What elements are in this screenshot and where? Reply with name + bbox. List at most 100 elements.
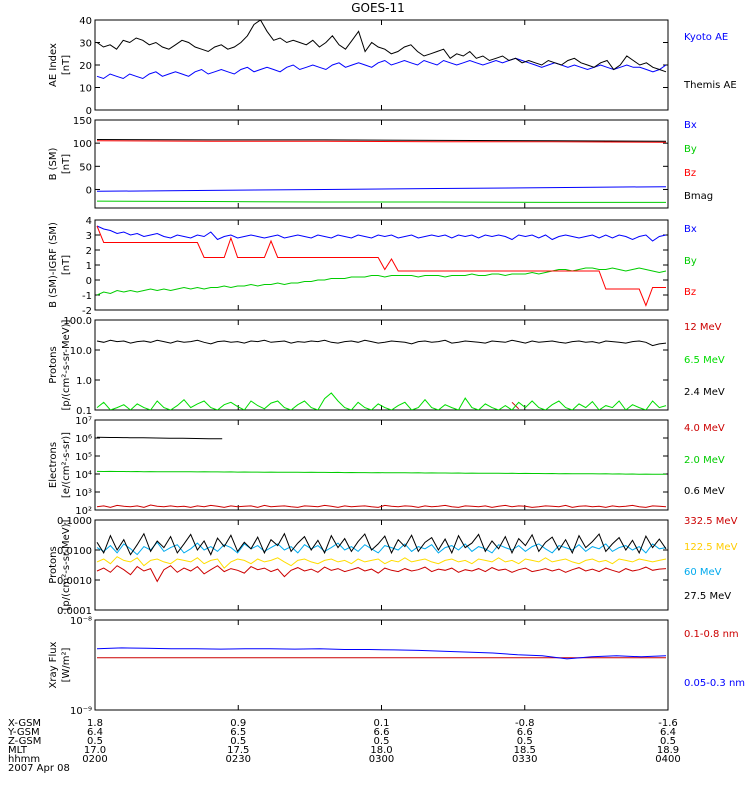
legend-entry: 122.5 MeV [684, 542, 738, 553]
y-tick-label: 150 [73, 116, 92, 127]
legend-entry: By [684, 144, 697, 155]
y-tick-label: 10³ [75, 488, 92, 499]
legend-entry: 0.1-0.8 nm [684, 629, 739, 640]
footer-value: 0200 [82, 754, 107, 765]
y-tick-label: 10⁻⁹ [70, 706, 92, 717]
y-tick-label: 0.1000 [57, 516, 92, 527]
legend-entry: Themis AE [683, 80, 737, 91]
panel-ae: 0 10 20 30 40 AE Index [nT] Kyoto AE Themis AE [48, 16, 737, 117]
panel-protons1: 0.1 1.0 10.0 100.0 Protons [p/(cm²-s-sr-MeV)]… [48, 316, 725, 417]
footer-value: 0300 [369, 754, 394, 765]
series-line-4-0-mev [96, 504, 667, 508]
y-tick-label: -2 [82, 306, 92, 317]
y-tick-label: 10⁵ [75, 452, 92, 463]
legend-entry: 4.0 MeV [684, 423, 725, 434]
legend-entry: Bz [684, 287, 696, 298]
legend-entry: Bz [684, 168, 696, 179]
series-line-0-05-0-3-nm [96, 647, 667, 660]
footer-value: 6.4 [660, 727, 676, 738]
y-tick-label: 0 [86, 185, 92, 196]
footer-row-label: MLT [8, 745, 28, 756]
footer-value: 18.9 [657, 745, 679, 756]
legend-entry: Bx [684, 224, 697, 235]
footer-value: 0400 [655, 754, 680, 765]
y-tick-label: 3 [86, 231, 92, 242]
y-axis-label: [nT] [61, 55, 72, 75]
footer-value: 18.5 [514, 745, 536, 756]
y-tick-label: 10² [75, 506, 92, 517]
footer-value: -0.8 [515, 718, 535, 729]
footer-value: 0.5 [230, 736, 246, 747]
panel-frame [94, 319, 669, 411]
y-tick-label: 30 [79, 39, 92, 50]
y-tick-label: 0 [86, 106, 92, 117]
y-tick-label: 10.0 [70, 346, 92, 357]
series-line-122-5-mev [96, 556, 667, 569]
series-line-27-5-mev [96, 532, 667, 556]
series-line-bz [96, 140, 667, 143]
legend-entry: 60 MeV [684, 567, 722, 578]
panel-electrons: 10² 10³ 10⁴ 10⁵ 10⁶ 10⁷ Electrons [e/(cm²-s-sr)… [48, 416, 725, 517]
series-line-2-0-mev [96, 470, 667, 475]
legend-entry: Bmag [684, 191, 713, 202]
y-tick-label: 0.0010 [57, 576, 92, 587]
footer-value: 18.0 [370, 745, 392, 756]
legend-entry: 12 MeV [684, 322, 722, 333]
series-line-bx [96, 186, 667, 192]
y-axis-label: Xray Flux [48, 641, 59, 688]
y-tick-label: 1.0 [76, 376, 92, 387]
footer-row-label: Z-GSM [8, 736, 41, 747]
footer-row-label: hhmm [8, 754, 40, 765]
legend-entry: Kyoto AE [684, 32, 728, 43]
y-axis-label: B (SM)-IGRF (SM) [48, 222, 59, 308]
panel-protons2: 0.0001 0.0010 0.0100 0.1000 Protons [p/(cm²-s… [48, 516, 738, 617]
y-axis-label: [p/(cm²-s-sr-MeV)] [61, 319, 72, 410]
panel-xray: 10⁻⁹ 10⁻⁸ Xray Flux [W/m²] 0.1-0.8 nm 0.05-0.… [48, 616, 745, 717]
legend-entry: Bx [684, 120, 697, 131]
footer-value: 1.8 [87, 718, 103, 729]
y-tick-label: 1 [86, 261, 92, 272]
y-axis-label: AE Index [48, 43, 59, 87]
y-tick-label: 100 [73, 139, 92, 150]
series-line-bz [96, 225, 666, 307]
panel-frame [94, 19, 669, 111]
panel-frame [94, 419, 669, 511]
footer-value: 6.6 [374, 727, 390, 738]
footer-value: 0330 [512, 754, 537, 765]
footer-value: -1.6 [658, 718, 678, 729]
series-line-6-5-mev [96, 392, 667, 410]
footer-value: 6.5 [230, 727, 246, 738]
footer-value: 0.9 [230, 718, 246, 729]
panel-frame [94, 519, 669, 611]
panel-frame [94, 219, 669, 311]
footer-value: 0.5 [87, 736, 103, 747]
y-axis-label: Electrons [48, 442, 59, 488]
y-tick-label: 50 [79, 162, 92, 173]
footer-value: 6.6 [517, 727, 533, 738]
y-axis-label: Protons [48, 346, 59, 383]
y-tick-label: 10 [79, 84, 92, 95]
y-tick-label: 0 [86, 276, 92, 287]
footer-value: 6.4 [87, 727, 103, 738]
y-tick-label: 10⁻⁸ [70, 616, 92, 627]
y-axis-label: [W/m²] [61, 647, 72, 682]
y-tick-label: 0.0001 [57, 606, 92, 617]
series-line-2-4-mev [96, 339, 667, 347]
y-tick-label: 100.0 [63, 316, 92, 327]
y-tick-label: 0.0100 [57, 546, 92, 557]
y-axis-label: [e/(cm²-s-sr)] [61, 432, 72, 498]
y-tick-label: 10⁶ [75, 434, 92, 445]
y-tick-label: 40 [79, 16, 92, 27]
legend-entry: 332.5 MeV [684, 516, 738, 527]
footer-value: 0.5 [374, 736, 390, 747]
y-tick-label: 4 [86, 216, 92, 227]
panel-frame [94, 619, 669, 711]
y-tick-label: -1 [82, 291, 92, 302]
series-line-332-5-mev [96, 565, 667, 583]
footer-value: 17.0 [84, 745, 106, 756]
y-axis-label: [nT] [61, 154, 72, 174]
legend-entry: 6.5 MeV [684, 355, 725, 366]
series-line-bmag [96, 139, 667, 142]
y-axis-label: [p/(cm²-s-sr-MeV)] [61, 519, 72, 610]
